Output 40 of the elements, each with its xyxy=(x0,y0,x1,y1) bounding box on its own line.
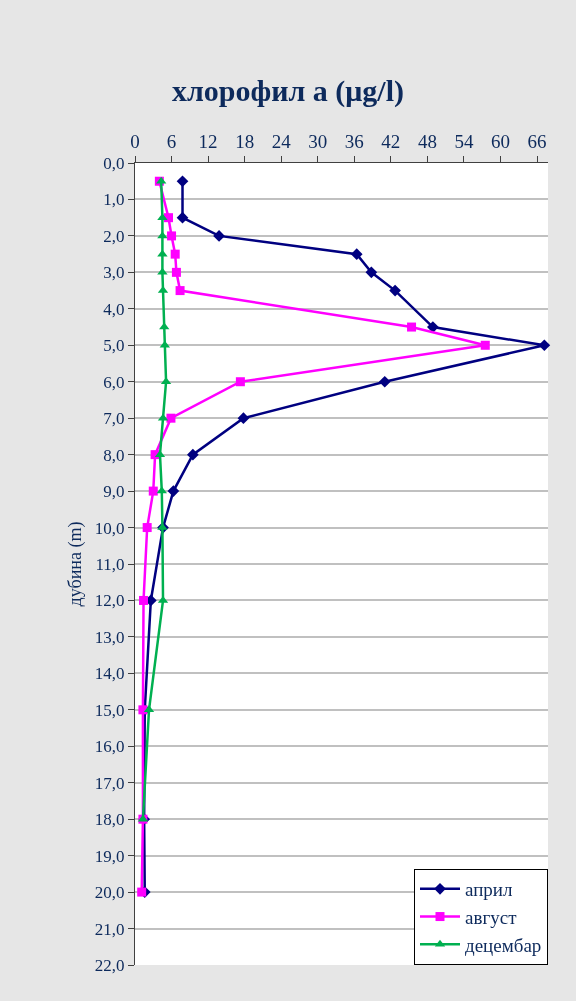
y-tick-label: 0,0 xyxy=(103,153,125,173)
y-tick-label: 1,0 xyxy=(103,190,125,210)
y-tick-label: 4,0 xyxy=(103,299,125,319)
y-tick-label: 5,0 xyxy=(103,336,125,356)
y-tick-label: 21,0 xyxy=(94,919,125,939)
y-tick-label: 11,0 xyxy=(95,554,125,574)
y-tick-label: 13,0 xyxy=(94,627,125,647)
y-tick-label: 12,0 xyxy=(94,591,125,611)
x-tick-label: 30 xyxy=(308,131,328,153)
x-tick-label: 66 xyxy=(527,131,547,153)
legend-label: април xyxy=(465,879,514,901)
x-tick-label: 36 xyxy=(344,131,364,153)
y-tick-label: 9,0 xyxy=(103,482,125,502)
x-tick-label: 0 xyxy=(130,131,140,153)
y-tick-label: 14,0 xyxy=(94,664,125,684)
y-tick-label: 15,0 xyxy=(94,700,125,720)
y-tick-label: 22,0 xyxy=(94,955,125,975)
x-tick-label: 24 xyxy=(271,131,292,153)
y-tick-label: 19,0 xyxy=(94,846,125,866)
x-tick-label: 6 xyxy=(166,131,177,153)
y-tick-label: 8,0 xyxy=(103,445,125,465)
y-axis-title: дубина (m) xyxy=(65,521,87,607)
y-tick-label: 3,0 xyxy=(103,263,125,283)
y-tick-label: 10,0 xyxy=(94,518,125,538)
y-tick-label: 18,0 xyxy=(94,810,125,830)
x-tick-label: 48 xyxy=(417,131,437,153)
chart-title: хлорофил a (μg/l) xyxy=(171,73,405,108)
y-tick-label: 2,0 xyxy=(103,226,125,246)
y-tick-label: 17,0 xyxy=(94,773,125,793)
x-tick-label: 60 xyxy=(490,131,510,153)
y-tick-label: 6,0 xyxy=(103,372,125,392)
legend-label: децембар xyxy=(465,934,542,956)
x-tick-label: 12 xyxy=(198,131,218,153)
x-tick-label: 18 xyxy=(235,131,255,153)
y-tick-label: 20,0 xyxy=(94,883,125,903)
y-tick-label: 16,0 xyxy=(94,737,125,757)
legend-label: август xyxy=(465,906,518,928)
x-tick-label: 42 xyxy=(381,131,401,153)
y-tick-label: 7,0 xyxy=(103,409,125,429)
x-tick-label: 54 xyxy=(454,131,474,153)
